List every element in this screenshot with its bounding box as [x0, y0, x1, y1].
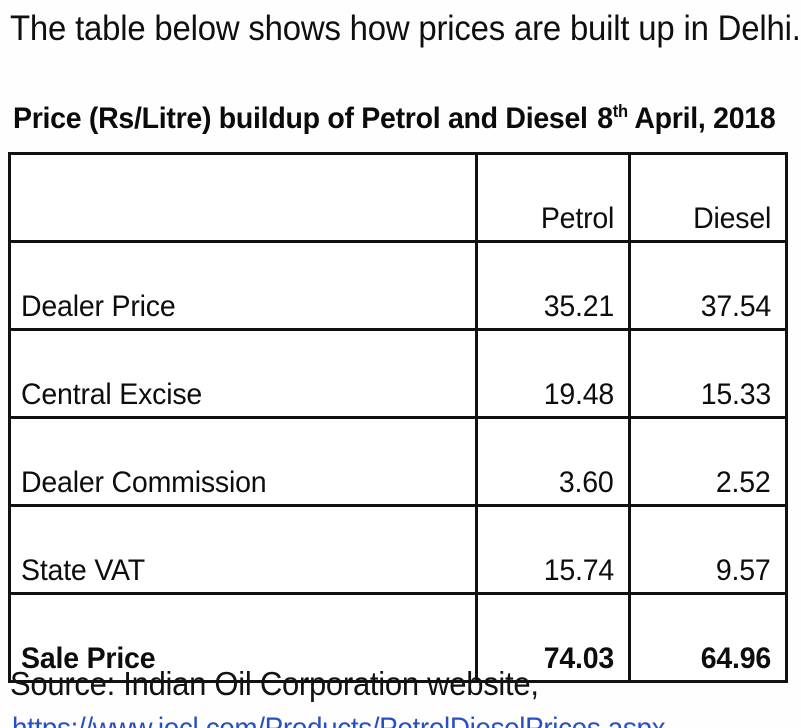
- row-label-cell: Central Excise: [8, 328, 478, 419]
- row-petrol-value: 15.74: [543, 554, 615, 587]
- row-label: Dealer Price: [21, 290, 176, 323]
- column-header-petrol: Petrol: [475, 152, 631, 243]
- header-corner-cell: [8, 152, 478, 243]
- table-total-row: Sale Price 74.03 64.96: [8, 592, 788, 683]
- table-header-row: Petrol Diesel: [8, 152, 788, 243]
- total-row-label-cell: Sale Price: [8, 592, 478, 683]
- row-label-cell: Dealer Commission: [8, 416, 478, 507]
- caption-ordinal-suffix: th: [612, 101, 628, 121]
- row-label: Central Excise: [21, 378, 203, 411]
- source-url-link[interactable]: https://www.iocl.com/Products/PetrolDies…: [12, 712, 665, 728]
- row-diesel-cell: 9.57: [628, 504, 788, 595]
- row-diesel-value: 15.33: [700, 378, 772, 411]
- row-petrol-cell: 19.48: [475, 328, 631, 419]
- row-label: Dealer Commission: [21, 466, 267, 499]
- caption-day-number: 8: [597, 102, 613, 135]
- total-row-label: Sale Price: [21, 642, 156, 675]
- column-header-diesel-label: Diesel: [692, 202, 771, 235]
- total-row-petrol-cell: 74.03: [475, 592, 631, 683]
- row-diesel-cell: 15.33: [628, 328, 788, 419]
- table-row: Dealer Price 35.21 37.54: [8, 240, 788, 331]
- row-diesel-cell: 2.52: [628, 416, 788, 507]
- row-diesel-value: 2.52: [716, 466, 771, 499]
- row-petrol-cell: 15.74: [475, 504, 631, 595]
- table-row: Dealer Commission 3.60 2.52: [8, 416, 788, 507]
- column-header-petrol-label: Petrol: [540, 202, 615, 235]
- table-caption: Price (Rs/Litre) buildup of Petrol and D…: [13, 101, 776, 137]
- total-row-diesel-cell: 64.96: [628, 592, 788, 683]
- price-buildup-table: Petrol Diesel Dealer Price 35.21 37.54: [8, 152, 788, 683]
- row-diesel-cell: 37.54: [628, 240, 788, 331]
- row-label-cell: State VAT: [8, 504, 478, 595]
- row-petrol-value: 35.21: [543, 290, 615, 323]
- table-row: State VAT 15.74 9.57: [8, 504, 788, 595]
- row-petrol-value: 19.48: [543, 378, 615, 411]
- caption-date-rest: April, 2018: [634, 102, 776, 135]
- table-row: Central Excise 19.48 15.33: [8, 328, 788, 419]
- row-petrol-value: 3.60: [559, 466, 614, 499]
- row-diesel-value: 9.57: [716, 554, 771, 587]
- row-label-cell: Dealer Price: [8, 240, 478, 331]
- source-attribution: Source: Indian Oil Corporation website,: [10, 665, 539, 702]
- caption-prefix: Price (Rs/Litre) buildup of Petrol and D…: [13, 102, 588, 135]
- row-label: State VAT: [21, 554, 145, 587]
- row-petrol-cell: 3.60: [475, 416, 631, 507]
- column-header-diesel: Diesel: [628, 152, 788, 243]
- row-diesel-value: 37.54: [700, 290, 772, 323]
- intro-sentence: The table below shows how prices are bui…: [10, 9, 801, 48]
- total-row-petrol-value: 74.03: [543, 642, 615, 675]
- total-row-diesel-value: 64.96: [700, 642, 772, 675]
- row-petrol-cell: 35.21: [475, 240, 631, 331]
